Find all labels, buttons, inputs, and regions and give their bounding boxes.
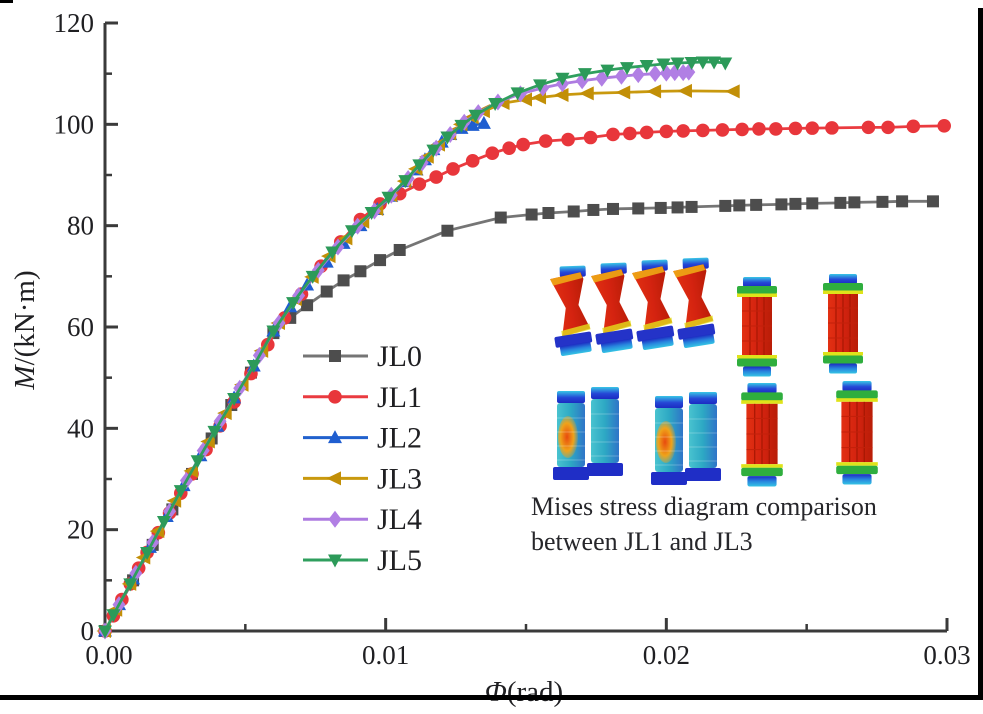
y-tick-label: 100 — [54, 109, 95, 139]
jl1-deformed-bolt-icon — [543, 262, 599, 357]
legend-label-JL0: JL0 — [377, 340, 422, 373]
x-tick-label: 0.03 — [923, 640, 970, 670]
jl1-deformed-bolt-icon — [584, 259, 640, 354]
x-tick-label: 0.01 — [362, 640, 409, 670]
straight-bolt-icon — [822, 273, 864, 375]
legend-item-JL1: JL1 — [303, 381, 422, 414]
straight-bolts-group — [736, 273, 879, 488]
jl1-deformed-bolt-icon — [666, 254, 722, 349]
y-axis-label: M/(kN·m) — [9, 270, 41, 390]
jl3-bolt-hot-icon — [552, 390, 590, 481]
right-border-line — [978, 8, 983, 700]
series-JL5-markers — [98, 56, 733, 639]
legend-label-JL1: JL1 — [377, 381, 422, 414]
straight-bolt-icon — [736, 276, 778, 378]
straight-bolt-icon — [740, 382, 784, 488]
inset-caption-line1: Mises stress diagram comparison — [531, 492, 877, 521]
legend-label-JL2: JL2 — [377, 422, 422, 455]
x-axis-label: Φ(rad) — [485, 676, 563, 708]
jl3-bolt-hot-icon — [650, 395, 688, 486]
legend-label-JL5: JL5 — [377, 544, 422, 577]
legend-label-JL4: JL4 — [377, 503, 422, 536]
y-tick-label: 0 — [81, 616, 95, 646]
legend-item-JL4: JL4 — [303, 503, 422, 536]
legend-item-JL2: JL2 — [303, 422, 422, 455]
jl3-bolts-group — [552, 386, 722, 486]
x-tick-label: 0.00 — [85, 640, 132, 670]
legend-item-JL0: JL0 — [303, 340, 422, 373]
y-tick-label: 80 — [67, 211, 94, 241]
jl1-deformed-bolt-icon — [625, 256, 681, 351]
bottom-border-line — [0, 695, 983, 700]
y-tick-label: 60 — [67, 312, 94, 342]
topleft-border-mark — [0, 0, 13, 3]
jl3-bolt-cool-icon — [586, 386, 624, 477]
legend: JL0 JL1 JL2 JL3 JL4 JL5 — [303, 340, 422, 577]
inset-caption: Mises stress diagram comparison between … — [531, 489, 981, 559]
jl3-bolt-cool-icon — [684, 391, 722, 482]
jl1-deformed-bolts-group — [543, 254, 722, 357]
series-JL5 — [98, 56, 733, 639]
inset-caption-line2: between JL1 and JL3 — [531, 527, 753, 556]
y-tick-label: 40 — [67, 413, 94, 443]
legend-item-JL5: JL5 — [303, 544, 422, 577]
legend-label-JL3: JL3 — [377, 462, 422, 495]
x-tick-label: 0.02 — [643, 640, 690, 670]
y-tick-label: 120 — [54, 8, 95, 38]
straight-bolt-icon — [835, 380, 879, 486]
y-tick-label: 20 — [67, 515, 94, 545]
axes: 0 20 40 60 80 100 120 0.00 0.01 0.02 0.03 — [54, 8, 971, 670]
legend-item-JL3: JL3 — [303, 462, 422, 495]
